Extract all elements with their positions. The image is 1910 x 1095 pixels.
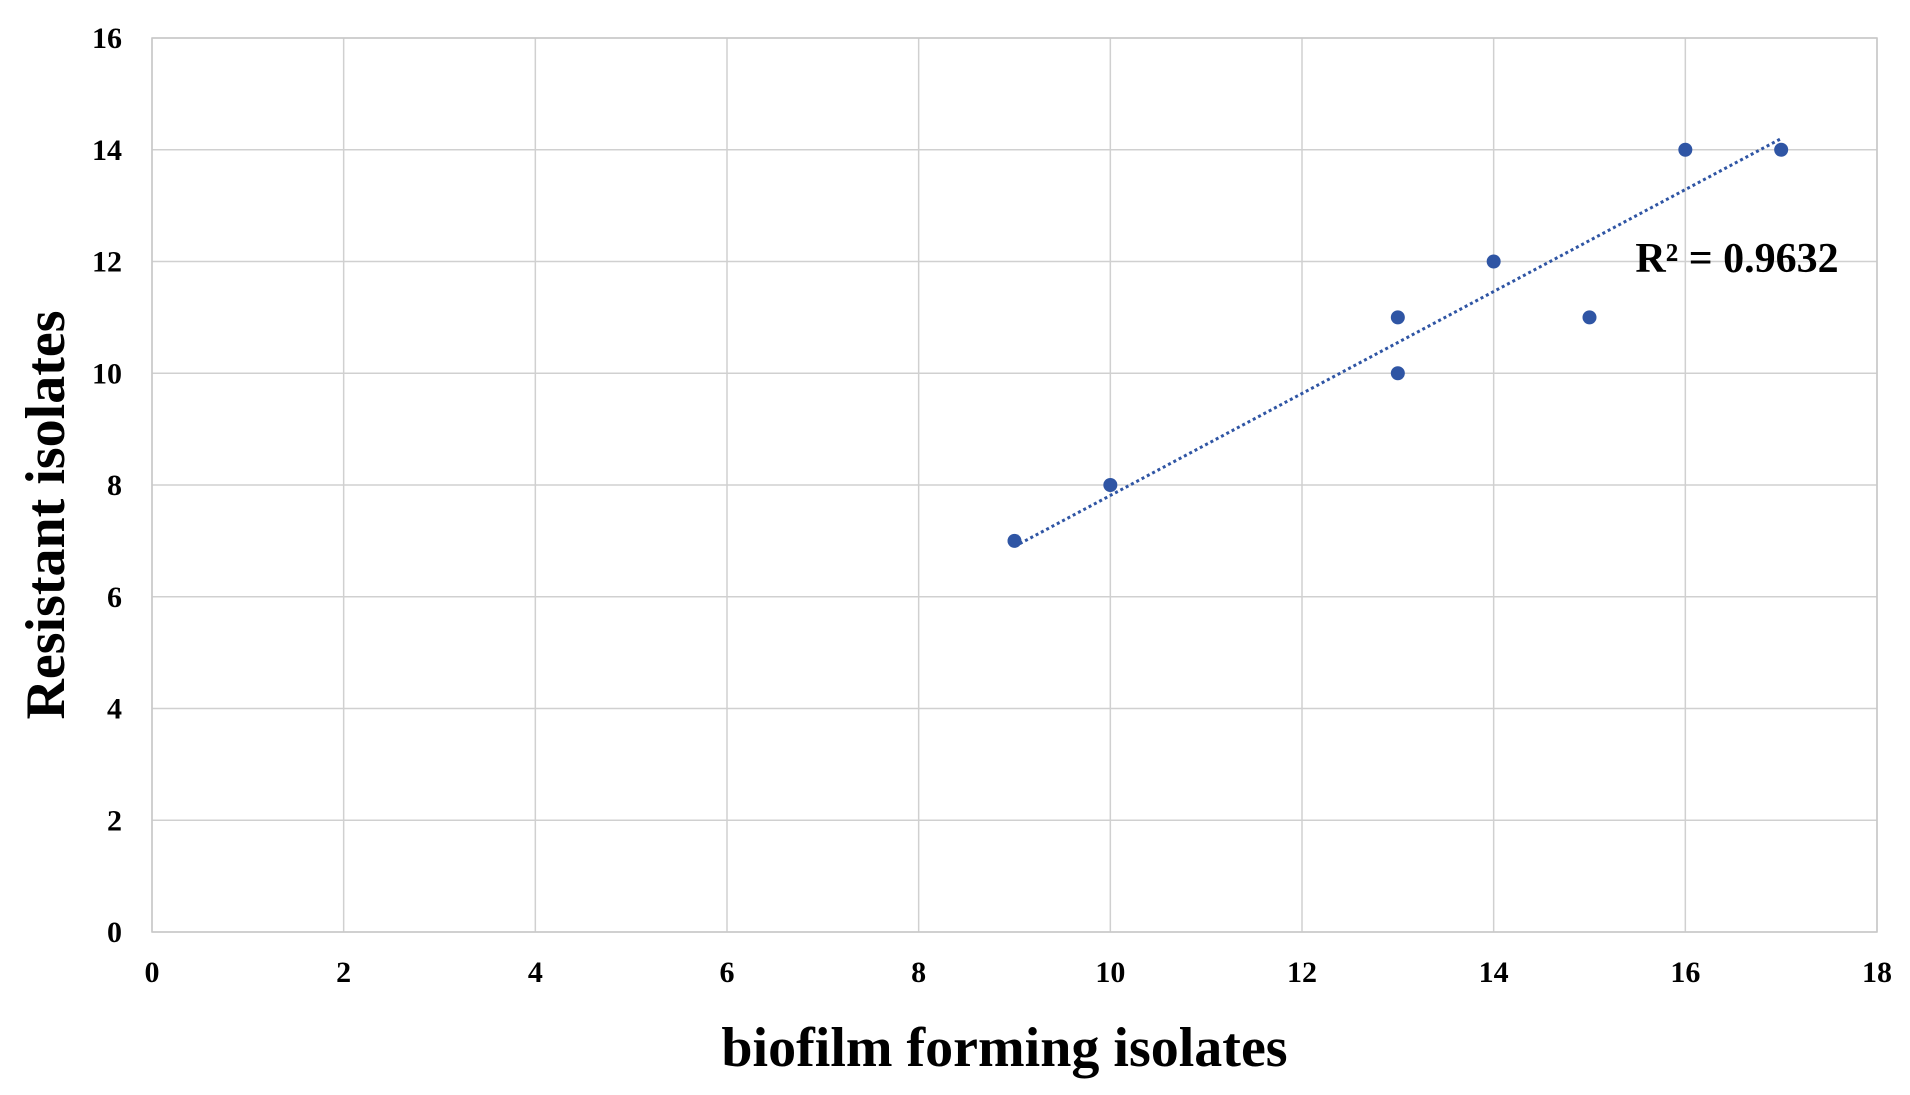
data-point	[1103, 478, 1118, 492]
x-tick-label: 12	[1287, 956, 1317, 989]
data-point	[1774, 142, 1789, 157]
data-points	[1007, 142, 1789, 548]
y-tick-label: 0	[107, 916, 122, 949]
y-tick-label: 10	[92, 357, 122, 390]
y-tick-label: 6	[107, 581, 122, 614]
x-tick-label: 0	[145, 956, 160, 989]
data-point	[1678, 142, 1693, 157]
data-point	[1390, 366, 1405, 381]
x-tick-label: 4	[528, 956, 543, 989]
x-tick-label: 10	[1095, 956, 1125, 989]
x-axis-title: biofilm forming isolates	[721, 1017, 1287, 1079]
data-point	[1390, 310, 1405, 325]
y-tick-label: 14	[92, 134, 122, 167]
x-axis-tick-labels: 0 2 4 6 8 10 12 14 16 18	[145, 956, 1893, 989]
y-tick-label: 16	[92, 22, 122, 55]
x-tick-label: 8	[911, 956, 926, 989]
y-axis-title: Resistant isolates	[15, 310, 77, 719]
r-squared-annotation: R² = 0.9632	[1635, 236, 1838, 282]
y-tick-label: 8	[107, 469, 122, 502]
y-axis-tick-labels: 0 2 4 6 8 10 12 14 16	[92, 22, 122, 949]
data-point	[1486, 254, 1501, 269]
y-tick-label: 4	[107, 693, 122, 726]
data-point	[1582, 310, 1597, 325]
x-tick-label: 18	[1862, 956, 1892, 989]
x-tick-label: 2	[336, 956, 351, 989]
trendline-group	[1013, 137, 1782, 548]
x-tick-label: 14	[1479, 956, 1509, 989]
data-point	[1007, 533, 1022, 548]
y-tick-label: 2	[107, 804, 122, 837]
x-tick-label: 16	[1670, 956, 1700, 989]
grid-lines	[151, 37, 1878, 933]
y-tick-label: 12	[92, 246, 122, 279]
plot-area-frame	[151, 37, 1878, 933]
x-tick-label: 6	[720, 956, 735, 989]
trendline	[1013, 137, 1782, 548]
